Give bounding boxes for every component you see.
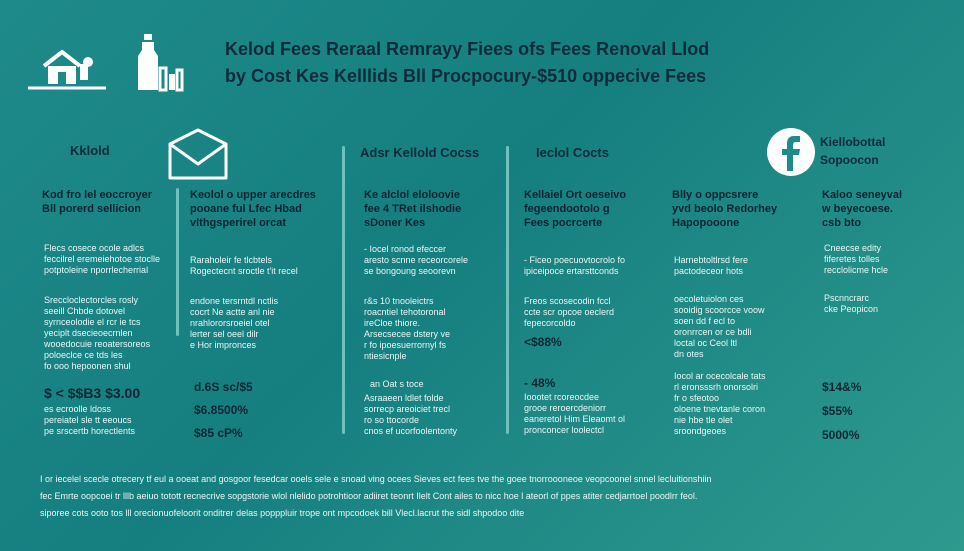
column-6-heading: Kiellobottal Sopoocon [820,135,886,167]
column-1-block-2: Sreccloclectorcles rosly seeill Chbde dot… [44,295,151,371]
column-4-block-3: Ioootet rcoreocdee grooe reroercdeniorr ea… [524,392,626,435]
column-3-heading: Adsr Kellold Cocss [360,145,480,160]
column-5-subtitle: Blly o oppcsrere yvd beolo Redorhey Hapopo… [672,189,778,229]
column-6-block-2: Pscnncrarc cke Peopicon [824,293,879,314]
column-4-value-1: <$88% [524,335,562,349]
divider-right [506,146,509,434]
column-6-subtitle: Kaloo seneyval w beyecoese. csb bto [822,189,903,229]
column-2-block-2: endone tersrntdl nctlis cocrt Ne actte an… [190,296,279,350]
column-1-value: $ < $$B3 $3.00 [44,385,141,401]
column-5-block-2: oecoletuiolon ces sooidig scoorcce voow so… [674,294,765,359]
column-6-values: $14&% $55% 5000% [822,380,862,442]
column-1-block-1: Flecs cosece ocole adlcs feccilrel eremei… [44,243,161,275]
column-5-block-3: Iocol ar ocecolcale tats rl eronsssrh ono… [674,371,766,436]
column-4-subtitle: Kellaiel Ort oeseivo fegeendootolo g Fees … [524,189,627,229]
divider-center [342,146,345,434]
house-icon [28,50,106,90]
column-4-value-2: - 48% [524,376,556,390]
column-1-block-3: es ecroolle ldoss pereiatel sle tt eeoucs… [44,404,136,436]
column-5-block-1: Harnebtoltlrsd fere pactodeceor hots [674,255,749,276]
column-2-values: d.6S sc/$5 $6.8500% $85 cP% [194,380,253,440]
column-4-block-2: Freos scosecodin fccl ccte scr opcoe oecl… [524,296,615,328]
column-4-heading: Ieclol Cocts [536,145,609,160]
facebook-icon [767,128,815,176]
title-line-1: Kelod Fees Reraal Remrayy Fiees ofs Fees… [225,39,710,59]
divider-left [176,188,179,336]
column-2-block-1: Raraholeir fe tlcbtels Rogectecnt sroctle… [190,255,298,276]
title-line-2: by Cost Kes Kelllids Bll Procpocury-$510… [225,66,707,86]
column-2-subtitle: Keolol o upper arecdres pooane ful Lfec H… [190,189,316,229]
column-3-block-3: Asraaeen ldlet folde sorrecp areoiciet tr… [364,393,458,436]
page-title: Kelod Fees Reraal Remrayy Fiees ofs Fees… [225,36,825,90]
column-1-subtitle: Kod fro lel eoccroyer Bll porerd sellici… [42,189,153,215]
column-3-subtitle: Ke alclol eloloovie fee 4 TRet ilshodie sD… [364,189,462,229]
column-3-block-1: - Iocel ronod efeccer aresto scnne receor… [364,244,469,276]
column-4-block-1: - Ficeo poecuovtocrolo fo ipiceipoce erta… [524,255,626,276]
column-3-block-2: r&s 10 tnooleictrs roacntiel tehotoronal i… [364,296,451,361]
bottle-icon [138,34,184,92]
column-1-heading: Kklold [70,143,110,158]
column-3-value: an Oat s toce [370,379,424,389]
envelope-icon [168,128,228,180]
footer-text: I or iecelel scecle otrecery tf eul a oo… [40,474,712,518]
column-6-block-1: Cneecse edity fiferetes tolles recclolicme… [824,243,889,275]
